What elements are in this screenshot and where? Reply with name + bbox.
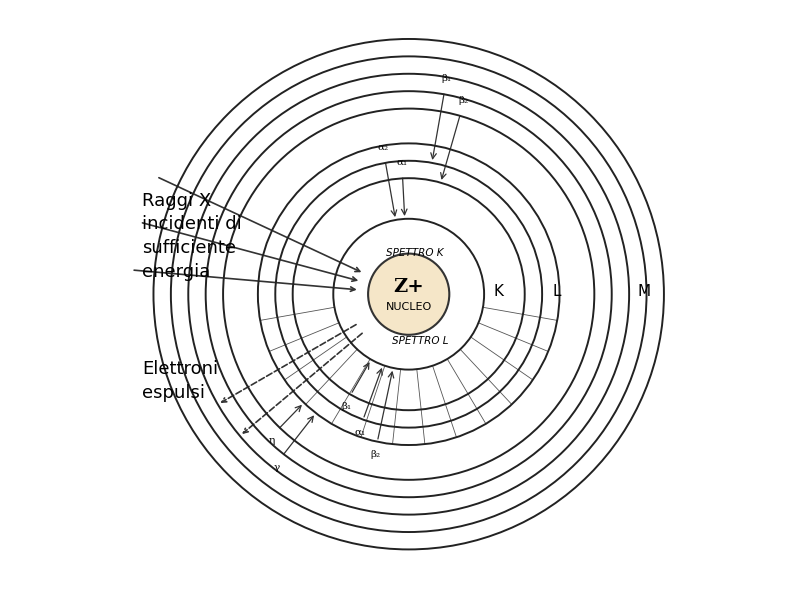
Text: L: L	[552, 284, 561, 299]
Text: Z+: Z+	[394, 278, 424, 296]
Circle shape	[368, 254, 450, 335]
Text: Raggi X
incidenti di
sufficiente
energia: Raggi X incidenti di sufficiente energia	[142, 192, 242, 281]
Text: β₂: β₂	[370, 450, 381, 459]
Text: η: η	[269, 436, 275, 445]
Text: α₂: α₂	[378, 142, 389, 151]
Text: β₁: β₁	[441, 74, 451, 83]
Text: α₁: α₁	[354, 428, 366, 437]
Text: NUCLEO: NUCLEO	[386, 302, 432, 312]
Text: β₁: β₁	[342, 402, 351, 411]
Text: SPETTRO L: SPETTRO L	[392, 336, 449, 346]
Text: γ: γ	[274, 463, 280, 472]
Text: M: M	[637, 284, 650, 299]
Text: K: K	[494, 284, 504, 299]
Text: Elettroni
espulsi: Elettroni espulsi	[142, 361, 218, 402]
Text: SPETTRO K: SPETTRO K	[386, 248, 443, 258]
Text: β₂: β₂	[458, 95, 468, 104]
Text: α₁: α₁	[397, 158, 407, 167]
